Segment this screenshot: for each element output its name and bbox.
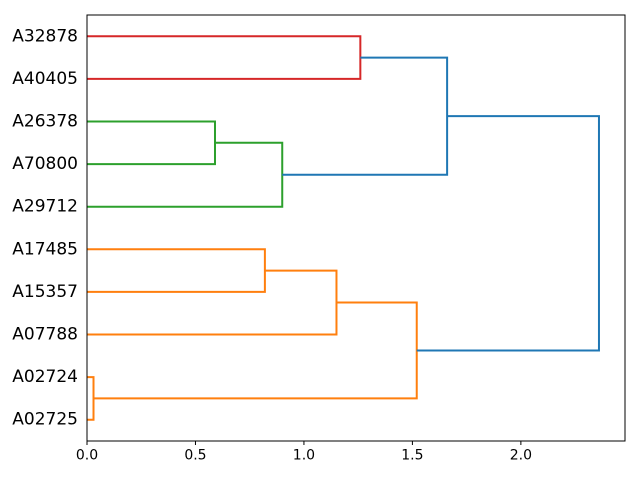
dendrogram-link (87, 269, 338, 336)
leaf-label: A40405 (12, 69, 78, 89)
x-tick-label: 1.5 (401, 448, 423, 464)
x-axis-ticks: 0.0 0.5 1.0 1.5 2.0 (76, 441, 532, 464)
plot-area-border (86, 14, 626, 442)
dendrogram-link (87, 141, 284, 208)
leaf-label: A17485 (12, 239, 78, 259)
leaf-label: A02724 (12, 367, 78, 387)
leaf-label: A29712 (12, 197, 78, 217)
x-tick-label: 2.0 (510, 448, 532, 464)
x-tick-label: 1.0 (293, 448, 315, 464)
x-tick-label: 0.5 (184, 448, 206, 464)
leaf-label: A70800 (12, 154, 78, 174)
leaf-label: A07788 (12, 325, 78, 345)
dendrogram-link (93, 301, 418, 400)
leaf-label: A26378 (12, 112, 78, 132)
dendrogram-link (416, 115, 600, 352)
links-layer (87, 35, 600, 421)
x-tick-label: 0.0 (76, 448, 98, 464)
leaf-label: A15357 (12, 282, 78, 302)
dendrogram-link (282, 56, 449, 176)
leaf-label: A02725 (12, 410, 78, 430)
dendrogram-link (87, 376, 95, 421)
leaf-label: A32878 (12, 26, 78, 46)
dendrogram-link (87, 35, 362, 80)
dendrogram-link (87, 120, 216, 166)
dendrogram-link (87, 248, 266, 293)
leaf-labels: A32878 A40405 A26378 A70800 A29712 A17485 A153… (12, 26, 78, 429)
